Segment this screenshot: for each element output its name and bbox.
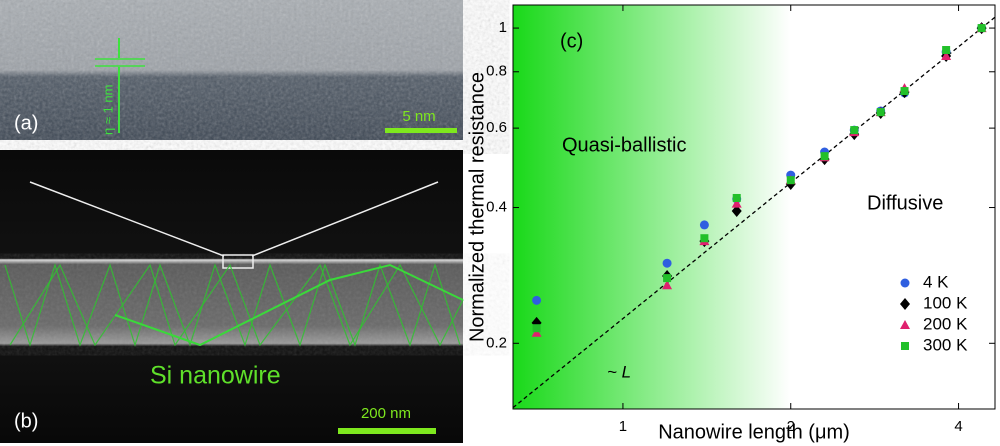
plot-frame (512, 4, 996, 410)
x-axis-label: Nanowire length (μm) (658, 421, 850, 443)
y-axis-label: Normalized thermal resistance (466, 72, 488, 342)
x-tick-label: 1 (619, 418, 627, 435)
legend-label: 4 K (923, 272, 949, 291)
legend-label: 300 K (923, 335, 968, 354)
caption: Si nanowire (150, 362, 281, 390)
panel-b: Si nanowire (b) 200 nm (0, 150, 464, 443)
scale-bar-label: 200 nm (361, 405, 411, 422)
zoom-line (251, 181, 439, 257)
marker (850, 126, 859, 135)
panel-label: (c) (560, 30, 583, 52)
reference-line (513, 16, 995, 409)
marker (900, 278, 910, 288)
phonon-path (114, 263, 464, 347)
y-tick-label: 0.2 (486, 334, 507, 351)
marker (731, 198, 742, 208)
panel-label: (b) (14, 410, 38, 432)
marker (977, 24, 986, 33)
marker (900, 87, 909, 96)
reference-label: ~ L (607, 362, 631, 381)
marker (901, 342, 909, 350)
annotation: Quasi-ballistic (562, 134, 686, 156)
zoom-box (222, 254, 254, 269)
marker (532, 324, 541, 333)
legend-label: 200 K (923, 314, 968, 333)
marker (786, 176, 795, 185)
scale-bar-label: 5 nm (402, 108, 435, 125)
phonon-path (9, 263, 464, 347)
phonon-path (4, 262, 461, 348)
y-tick-label: 0.8 (486, 63, 507, 80)
legend-label: 100 K (923, 293, 968, 312)
marker (820, 152, 829, 161)
tem-texture (0, 0, 463, 140)
marker (699, 220, 709, 230)
marker (731, 204, 742, 217)
marker (662, 258, 672, 268)
x-tick-label: 4 (954, 418, 962, 435)
marker (532, 295, 542, 305)
background-region (513, 5, 791, 409)
marker (662, 280, 673, 290)
scale-bar (385, 128, 457, 133)
panel-label: (a) (14, 112, 38, 134)
y-tick-label: 1 (499, 19, 507, 36)
scale-bar (338, 428, 436, 434)
annotation: η ≈ 1 nm (100, 85, 115, 136)
marker (531, 327, 542, 337)
annotation: Diffusive (867, 192, 943, 214)
y-tick-label: 0.4 (486, 199, 507, 216)
x-tick-label: 2 (787, 418, 795, 435)
marker (663, 274, 672, 283)
y-tick-label: 0.6 (486, 119, 507, 136)
marker (732, 193, 741, 202)
marker (700, 234, 709, 243)
marker (876, 108, 885, 117)
panel-a: (a) η ≈ 1 nm 5 nm (0, 0, 463, 140)
chart: ~ L 1 2 4 0.2 0.4 0.6 0.8 1 Nanowire length (μm) N… (466, 4, 996, 443)
marker (941, 51, 952, 61)
marker (900, 320, 910, 329)
zoom-line (29, 181, 225, 257)
marker (900, 298, 910, 310)
marker (942, 46, 951, 55)
